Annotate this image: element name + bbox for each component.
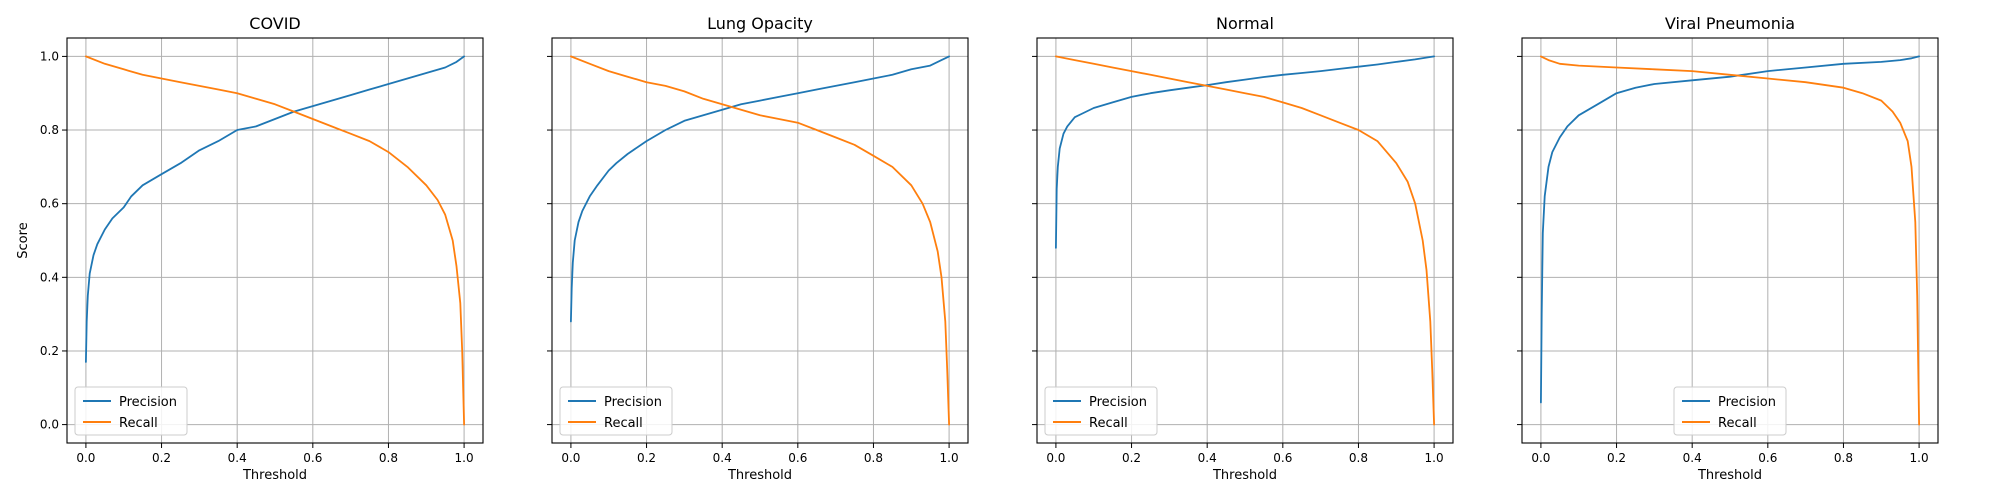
y-tick-label: 0.8 [40, 123, 59, 137]
x-tick-label: 0.2 [637, 451, 656, 465]
x-tick-label: 0.6 [303, 451, 322, 465]
x-tick-label: 1.0 [455, 451, 474, 465]
x-tick-label: 0.2 [1607, 451, 1626, 465]
x-axis-label: Threshold [1697, 468, 1762, 483]
x-tick-label: 0.0 [1046, 451, 1065, 465]
x-tick-label: 0.0 [76, 451, 95, 465]
subplot-title: COVID [249, 14, 300, 33]
legend: Precision Recall [1673, 386, 1787, 436]
legend-label: Precision [119, 395, 177, 410]
plot-frame [1036, 37, 1454, 444]
subplot-title: Viral Pneumonia [1665, 14, 1795, 33]
y-tick-label: 0.2 [40, 344, 59, 358]
y-tick-label: 0.4 [40, 270, 59, 284]
legend: Precision Recall [74, 386, 188, 436]
y-axis-label: Score [16, 222, 31, 258]
series-line-recall [570, 55, 950, 426]
legend: Precision Recall [559, 386, 673, 436]
x-tick-label: 0.4 [228, 451, 247, 465]
legend-label: Precision [1718, 395, 1776, 410]
series-line-precision [570, 55, 950, 323]
x-tick-label: 0.0 [1531, 451, 1550, 465]
x-tick-label: 0.0 [561, 451, 580, 465]
grid [67, 38, 483, 443]
subplot-1: Lung Opacity 0.0 0.2 0.4 0.6 0.8 1.0 Threshold P… [547, 14, 969, 483]
subplot-3: Viral Pneumonia 0.0 0.2 0.4 0.6 0.8 1.0 Thresho… [1517, 14, 1939, 483]
x-axis-label: Threshold [727, 468, 792, 483]
x-tick-label: 0.4 [1683, 451, 1702, 465]
x-tick-label: 0.8 [1349, 451, 1368, 465]
x-tick-label: 1.0 [1425, 451, 1444, 465]
series-line-precision [1540, 55, 1920, 404]
subplot-0: COVID 0.0 0.2 0.4 0.6 0.8 1.0 0.0 0.2 0.4 0.6 0.8 1.… [16, 14, 484, 483]
x-tick-label: 0.6 [1273, 451, 1292, 465]
plot-frame [1521, 37, 1939, 444]
series-line-recall [1540, 55, 1920, 426]
plot-frame [66, 37, 484, 444]
grid [552, 38, 968, 443]
subplot-title: Lung Opacity [707, 14, 813, 33]
x-tick-label: 0.4 [1198, 451, 1217, 465]
legend-label: Recall [604, 416, 643, 431]
subplot-2: Normal 0.0 0.2 0.4 0.6 0.8 1.0 Threshold Precisi… [1032, 14, 1454, 483]
series-line-recall [85, 55, 466, 426]
grid [1037, 38, 1453, 443]
x-tick-label: 0.4 [713, 451, 732, 465]
legend-label: Recall [119, 416, 158, 431]
x-tick-label: 0.8 [379, 451, 398, 465]
legend-label: Precision [604, 395, 662, 410]
x-axis-label: Threshold [1212, 468, 1277, 483]
x-tick-label: 1.0 [1910, 451, 1929, 465]
x-tick-label: 0.6 [788, 451, 807, 465]
legend: Precision Recall [1044, 386, 1158, 436]
y-tick-label: 0.0 [40, 418, 59, 432]
x-tick-label: 0.2 [1122, 451, 1141, 465]
x-tick-label: 0.8 [1834, 451, 1853, 465]
x-tick-label: 0.2 [152, 451, 171, 465]
y-tick-label: 0.6 [40, 197, 59, 211]
x-tick-label: 0.8 [864, 451, 883, 465]
x-tick-label: 0.6 [1758, 451, 1777, 465]
series-line-precision [1055, 55, 1435, 249]
x-axis-label: Threshold [242, 468, 307, 483]
legend-label: Precision [1089, 395, 1147, 410]
subplot-title: Normal [1216, 14, 1274, 33]
x-tick-label: 1.0 [940, 451, 959, 465]
legend-label: Recall [1718, 416, 1757, 431]
series-line-precision [85, 55, 466, 363]
series-line-recall [1055, 55, 1435, 426]
plot-frame [551, 37, 969, 444]
y-tick-label: 1.0 [40, 49, 59, 63]
legend-label: Recall [1089, 416, 1128, 431]
